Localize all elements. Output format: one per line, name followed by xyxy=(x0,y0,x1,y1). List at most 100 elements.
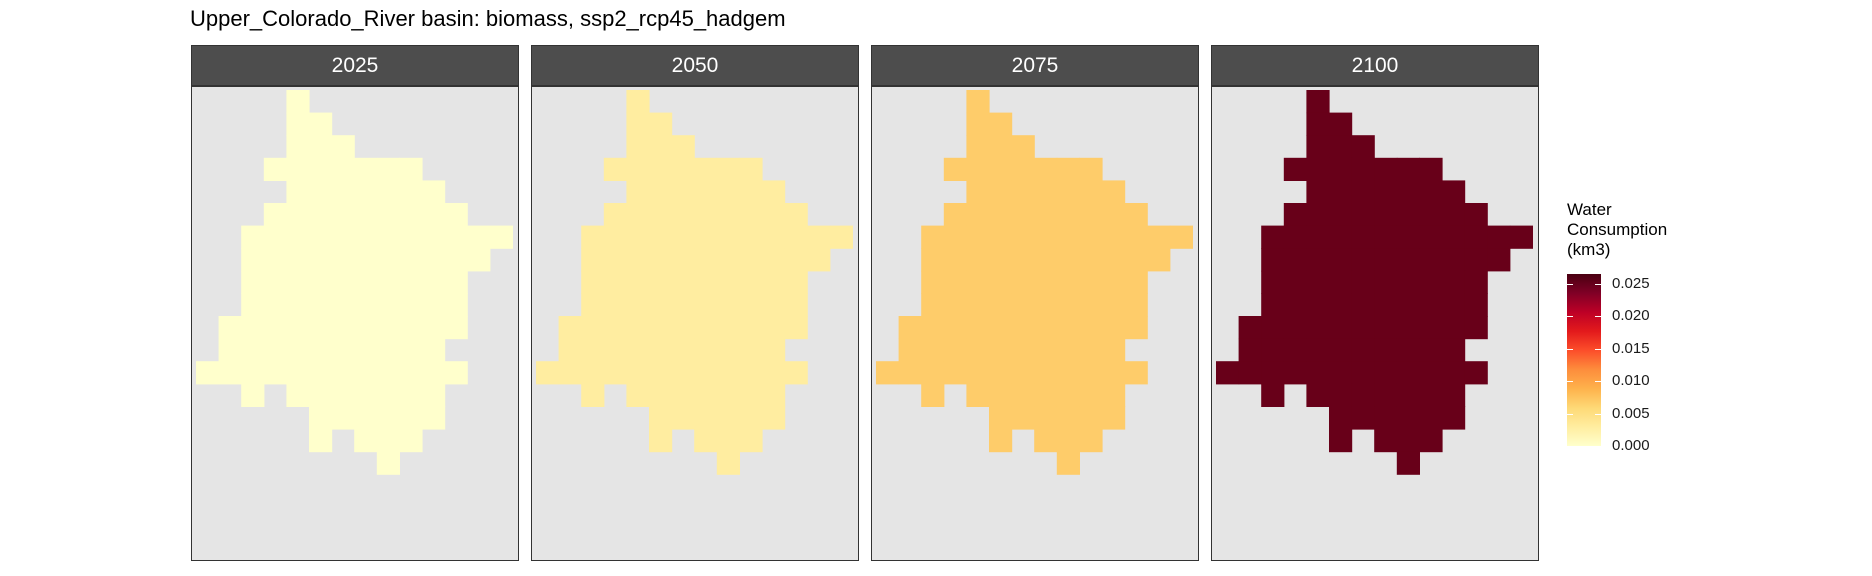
grid-cell xyxy=(1329,293,1353,317)
grid-cell xyxy=(1464,293,1488,317)
grid-cell xyxy=(1056,270,1080,294)
grid-cell xyxy=(1306,112,1330,136)
grid-cell xyxy=(263,203,287,227)
grid-cell xyxy=(989,293,1013,317)
grid-cell xyxy=(762,361,786,385)
grid-cell xyxy=(1396,361,1420,385)
grid-cell xyxy=(309,406,333,430)
grid-cell xyxy=(1102,293,1126,317)
grid-cell xyxy=(354,270,378,294)
grid-cell xyxy=(354,338,378,362)
grid-cell xyxy=(1034,429,1058,453)
grid-cell xyxy=(376,406,400,430)
grid-cell xyxy=(1056,316,1080,340)
grid-cell xyxy=(1056,203,1080,227)
grid-cell xyxy=(399,203,423,227)
grid-cell xyxy=(989,248,1013,272)
grid-cell xyxy=(1056,406,1080,430)
grid-cell xyxy=(1509,225,1533,249)
grid-cell xyxy=(399,383,423,407)
grid-cell xyxy=(762,270,786,294)
grid-cell xyxy=(921,225,945,249)
grid-cell xyxy=(354,383,378,407)
grid-cell xyxy=(467,225,491,249)
grid-cell xyxy=(331,361,355,385)
grid-cell xyxy=(1034,406,1058,430)
grid-cell xyxy=(1442,180,1466,204)
grid-cell xyxy=(1056,429,1080,453)
grid-cell xyxy=(1351,338,1375,362)
grid-cell xyxy=(354,225,378,249)
grid-cell xyxy=(1283,338,1307,362)
grid-cell xyxy=(649,383,673,407)
grid-cell xyxy=(1056,157,1080,181)
grid-cell xyxy=(1056,180,1080,204)
grid-cell xyxy=(649,157,673,181)
grid-cell xyxy=(1351,383,1375,407)
grid-cell xyxy=(1034,248,1058,272)
grid-cell xyxy=(1034,316,1058,340)
grid-cell xyxy=(1079,406,1103,430)
grid-cell xyxy=(1419,429,1443,453)
grid-cell xyxy=(649,180,673,204)
grid-cell xyxy=(1374,225,1398,249)
legend-title-line-2: Consumption xyxy=(1567,220,1668,239)
grid-cell xyxy=(1102,180,1126,204)
grid-cell xyxy=(694,248,718,272)
grid-cell xyxy=(1306,383,1330,407)
facet-strip-label: 2050 xyxy=(531,45,859,86)
grid-cell xyxy=(966,90,990,114)
grid-cell xyxy=(603,203,627,227)
grid-cell xyxy=(399,157,423,181)
grid-cell xyxy=(1034,180,1058,204)
grid-cell xyxy=(807,225,831,249)
grid-cell xyxy=(694,383,718,407)
grid-cell xyxy=(1056,451,1080,475)
grid-cell xyxy=(1306,225,1330,249)
grid-cell xyxy=(1283,203,1307,227)
grid-cell xyxy=(626,361,650,385)
grid-cell xyxy=(603,338,627,362)
grid-cell xyxy=(716,270,740,294)
grid-cell xyxy=(1351,293,1375,317)
grid-cell xyxy=(422,270,446,294)
grid-cell xyxy=(1238,361,1262,385)
grid-cell xyxy=(784,316,808,340)
grid-cell xyxy=(1216,361,1240,385)
grid-cell xyxy=(309,270,333,294)
grid-cell xyxy=(286,225,310,249)
grid-cell xyxy=(671,203,695,227)
grid-cell xyxy=(1283,270,1307,294)
grid-cell xyxy=(1306,270,1330,294)
grid-cell xyxy=(716,293,740,317)
grid-cell xyxy=(1306,180,1330,204)
grid-cell xyxy=(989,383,1013,407)
grid-cell xyxy=(331,225,355,249)
grid-cell xyxy=(1329,248,1353,272)
grid-cell xyxy=(1374,316,1398,340)
grid-cell xyxy=(422,248,446,272)
grid-cell xyxy=(966,203,990,227)
grid-cell xyxy=(694,157,718,181)
grid-cell xyxy=(649,135,673,159)
grid-cell xyxy=(966,112,990,136)
grid-cell xyxy=(784,361,808,385)
grid-cell xyxy=(1419,270,1443,294)
grid-cell xyxy=(671,406,695,430)
grid-cell xyxy=(1011,316,1035,340)
grid-cell xyxy=(422,338,446,362)
legend-tick-mark xyxy=(1567,381,1573,383)
grid-cell xyxy=(1329,383,1353,407)
grid-cell xyxy=(241,270,265,294)
grid-cell xyxy=(309,157,333,181)
grid-cell xyxy=(1442,270,1466,294)
grid-cell xyxy=(1124,225,1148,249)
grid-cell xyxy=(286,270,310,294)
grid-cell xyxy=(581,293,605,317)
grid-cell xyxy=(671,293,695,317)
grid-cell xyxy=(1351,180,1375,204)
grid-cell xyxy=(1056,361,1080,385)
grid-cell xyxy=(1079,293,1103,317)
grid-cell xyxy=(966,270,990,294)
grid-cell xyxy=(1306,90,1330,114)
